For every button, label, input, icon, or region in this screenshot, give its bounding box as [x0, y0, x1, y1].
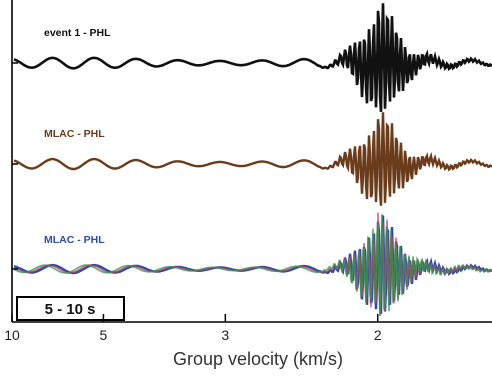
trace-label-3: MLAC - PHL [44, 234, 105, 246]
trace-label-1: event 1 - PHL [44, 27, 111, 39]
period-band-box: 5 - 10 s [16, 296, 125, 321]
trace-waveform-1 [13, 3, 492, 112]
x-axis-label: Group velocity (km/s) [173, 349, 343, 369]
x-axis-ticks: 10 5 3 2 [4, 314, 382, 343]
trace-labels: event 1 - PHL MLAC - PHL MLAC - PHL [44, 27, 111, 246]
x-tick-label: 3 [221, 327, 229, 343]
x-tick-label: 2 [374, 327, 382, 343]
trace-label-2: MLAC - PHL [44, 128, 105, 140]
x-tick-label: 5 [100, 327, 108, 343]
x-tick-label: 10 [4, 327, 20, 343]
trace-waveform-3 [13, 214, 492, 317]
trace-group [12, 3, 492, 317]
period-band-label: 5 - 10 s [45, 301, 96, 318]
trace-waveform-2 [13, 112, 492, 206]
